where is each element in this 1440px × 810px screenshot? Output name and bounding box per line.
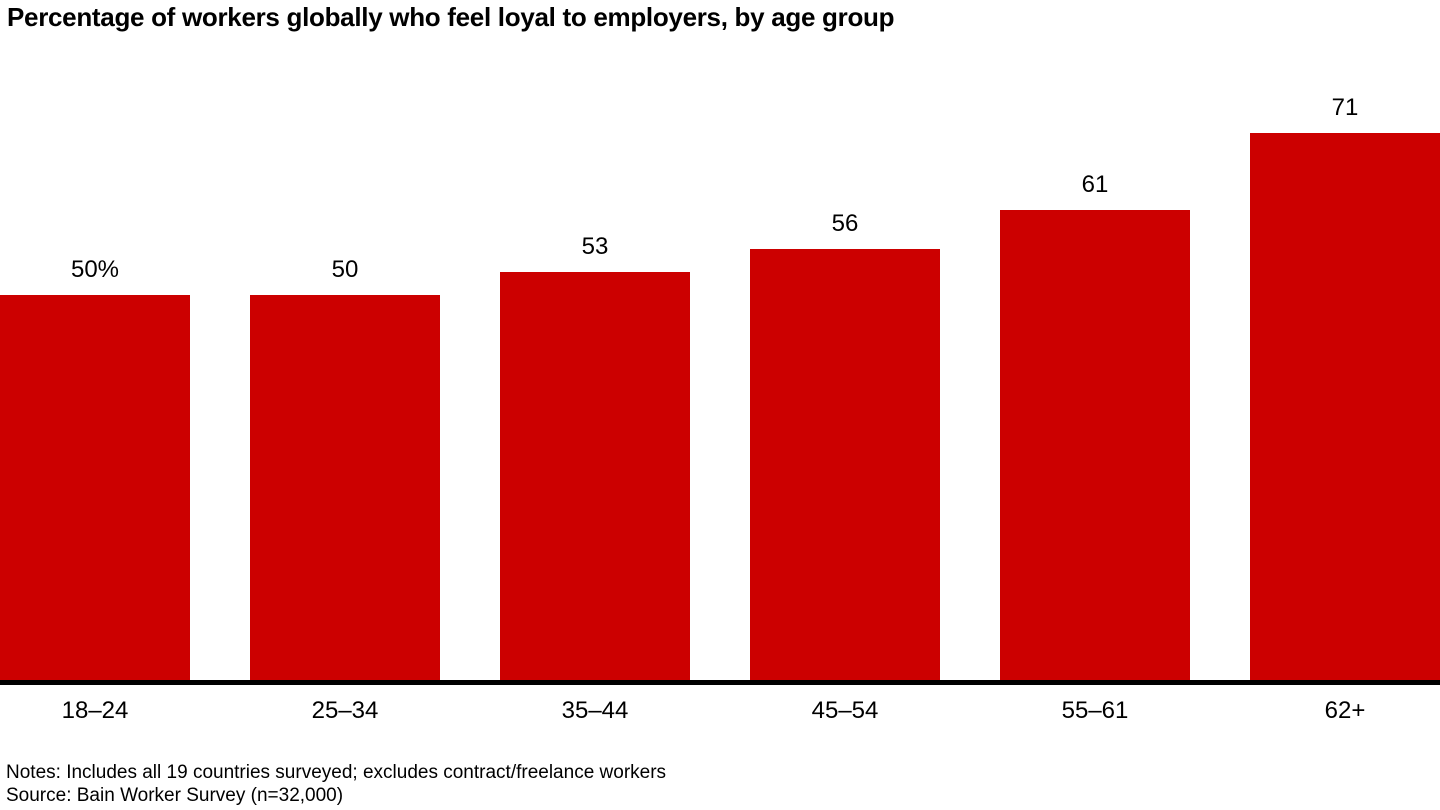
bar — [0, 295, 190, 680]
bar — [250, 295, 440, 680]
x-axis-category-label: 45–54 — [811, 697, 879, 724]
x-axis-labels: 18–24 25–34 35–44 45–54 55–61 62+ — [0, 697, 1440, 725]
bar-value-label: 56 — [831, 210, 859, 237]
x-axis-category-label: 18–24 — [61, 697, 129, 724]
footnotes: Notes: Includes all 19 countries surveye… — [6, 761, 666, 807]
bar — [500, 272, 690, 680]
bar — [750, 249, 940, 680]
x-axis-category-label: 25–34 — [311, 697, 379, 724]
bar-value-label: 71 — [1331, 94, 1359, 121]
x-axis-category-label: 62+ — [1324, 697, 1366, 724]
bar-group: 53 — [500, 233, 690, 680]
x-axis-category-label: 35–44 — [561, 697, 629, 724]
bar-group: 50 — [250, 256, 440, 680]
bar-group: 56 — [750, 210, 940, 680]
bar-group: 71 — [1250, 94, 1440, 680]
bar-value-label: 61 — [1081, 171, 1109, 198]
x-axis-line — [0, 680, 1440, 685]
bar-value-label: 50% — [70, 256, 120, 283]
notes-line: Notes: Includes all 19 countries surveye… — [6, 762, 667, 783]
x-axis-category-label: 55–61 — [1061, 697, 1129, 724]
bar-value-label: 50 — [331, 256, 359, 283]
bar-group: 50% — [0, 256, 190, 680]
bar-value-label: 53 — [581, 233, 609, 260]
bar — [1250, 133, 1440, 680]
source-line: Source: Bain Worker Survey (n=32,000) — [6, 785, 344, 806]
bar — [1000, 210, 1190, 680]
bar-group: 61 — [1000, 171, 1190, 680]
chart-title: Percentage of workers globally who feel … — [7, 2, 895, 32]
bars-container: 50% 50 53 56 61 71 — [0, 94, 1440, 680]
